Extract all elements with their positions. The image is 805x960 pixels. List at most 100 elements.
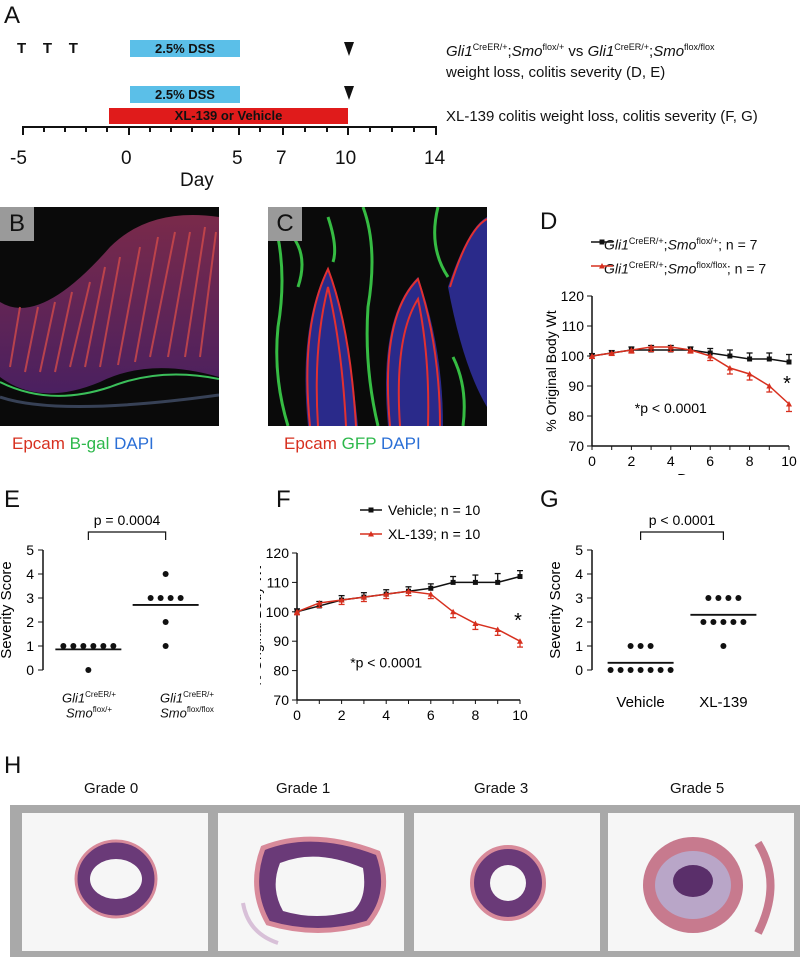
data-point bbox=[405, 588, 412, 594]
legend-d-0: Gli1CreER/+;Smoflox/+; n = 7 bbox=[604, 236, 757, 253]
data-point bbox=[667, 344, 674, 350]
data-point bbox=[637, 667, 644, 673]
chart-g: 0 1 2 3 4 5 Severity Score p < 0.0001 Vehicle XL-… bbox=[547, 512, 757, 711]
legend-gene: Gli1 bbox=[604, 236, 629, 253]
data-point bbox=[608, 350, 615, 356]
y-tick-label: 2 bbox=[575, 614, 583, 630]
colon-section-grade-0 bbox=[74, 839, 158, 919]
data-point bbox=[740, 619, 747, 625]
panel-label-e: E bbox=[4, 486, 21, 513]
y-tick-label: 110 bbox=[267, 574, 290, 590]
gene-name: Gli1 bbox=[446, 43, 473, 60]
x-tick-label: 8 bbox=[472, 707, 480, 720]
legend-marker bbox=[368, 531, 374, 537]
timeline-axis bbox=[22, 126, 436, 128]
data-point bbox=[517, 638, 523, 644]
data-point bbox=[657, 667, 664, 673]
chart-f: 7080901001101200246810Day% Original Body… bbox=[260, 502, 528, 720]
legend-marker bbox=[368, 507, 374, 513]
data-point bbox=[730, 619, 737, 625]
tick-label: 7 bbox=[276, 148, 287, 169]
panel-label-a: A bbox=[4, 2, 21, 29]
y-tick-label: 70 bbox=[568, 438, 584, 454]
legend-d-1: Gli1CreER/+;Smoflox/flox; n = 7 bbox=[604, 260, 766, 277]
data-point bbox=[720, 619, 727, 625]
separator: ; bbox=[649, 43, 654, 60]
data-point bbox=[383, 591, 390, 597]
tick bbox=[413, 126, 415, 132]
legend-label: XL-139; n = 10 bbox=[388, 526, 480, 542]
data-point bbox=[786, 359, 792, 365]
y-tick-label: 110 bbox=[562, 318, 585, 334]
gene-name: Smo bbox=[511, 43, 543, 60]
data-point bbox=[687, 347, 694, 353]
data-point bbox=[627, 643, 634, 649]
genotype-comparison: Gli1CreER/+;Smoflox/+ vs Gli1CreER/+;Smo… bbox=[446, 42, 715, 60]
y-tick-label: 5 bbox=[575, 542, 583, 558]
data-point bbox=[637, 643, 644, 649]
microscopy-image-b: B bbox=[0, 207, 219, 426]
data-point bbox=[725, 595, 732, 601]
tick-label: 5 bbox=[232, 148, 243, 169]
tick bbox=[435, 126, 437, 135]
arrowhead-icon bbox=[344, 42, 354, 56]
stain-gfp: GFP bbox=[341, 434, 377, 453]
grade-label-1: Grade 1 bbox=[276, 780, 331, 797]
data-point bbox=[450, 608, 457, 615]
data-point bbox=[147, 595, 154, 601]
data-point bbox=[162, 571, 169, 577]
tick bbox=[347, 126, 349, 135]
t-mark: T bbox=[68, 40, 78, 57]
grade-label-0: Grade 0 bbox=[84, 780, 139, 797]
cat-sup: CreER/+ bbox=[183, 690, 215, 699]
t-mark: T bbox=[42, 40, 53, 57]
data-point bbox=[517, 574, 523, 580]
tick bbox=[391, 126, 393, 132]
chart-e: 0 1 2 3 4 5 Severity Score p = 0.0004 bbox=[0, 512, 199, 678]
stain-dapi: DAPI bbox=[381, 434, 421, 453]
y-tick-label: 120 bbox=[561, 288, 585, 304]
legend-gene: Gli1 bbox=[604, 260, 629, 277]
significance-bracket bbox=[640, 531, 724, 540]
data-point bbox=[162, 643, 169, 649]
xl139-bar: XL-139 or Vehicle bbox=[109, 108, 348, 124]
cat-sup: flox/+ bbox=[92, 705, 113, 715]
x-tick-label: 8 bbox=[746, 453, 754, 469]
allele-sup: CreER/+ bbox=[614, 42, 650, 52]
stain-legend-b: Epcam B-gal DAPI bbox=[12, 434, 154, 454]
legend-sup: flox/+ bbox=[696, 236, 719, 246]
significance-star: * bbox=[783, 373, 791, 395]
tick bbox=[369, 126, 371, 132]
panel-label-g: G bbox=[540, 486, 559, 513]
y-axis-label: % Original Body Wt bbox=[260, 566, 264, 687]
data-point bbox=[705, 595, 712, 601]
data-point bbox=[495, 579, 501, 585]
tick-label: 14 bbox=[424, 148, 446, 169]
data-point bbox=[647, 667, 654, 673]
x-tick-label: 0 bbox=[293, 707, 301, 720]
tick bbox=[106, 126, 108, 132]
cat-gene: Smo bbox=[160, 705, 187, 721]
data-point bbox=[427, 591, 434, 597]
data-point bbox=[648, 344, 655, 350]
allele-sup: CreER/+ bbox=[472, 42, 508, 52]
data-point bbox=[766, 383, 773, 389]
legend-marker bbox=[599, 239, 605, 245]
data-point bbox=[726, 365, 733, 371]
cat-sup: CreER/+ bbox=[85, 690, 117, 699]
colon-section-grade-1 bbox=[241, 836, 387, 945]
tick-label: 0 bbox=[121, 148, 132, 169]
panel-label-d: D bbox=[540, 208, 558, 235]
data-point bbox=[715, 595, 722, 601]
significance-annotation: p = 0.0004 bbox=[94, 512, 161, 528]
data-point bbox=[707, 353, 714, 359]
tick bbox=[128, 126, 130, 135]
y-tick-label: 100 bbox=[561, 348, 585, 364]
x-tick-label: 10 bbox=[512, 707, 528, 720]
colon-gfp-stain bbox=[271, 207, 487, 426]
timeline-axis-label: Day bbox=[180, 170, 214, 191]
tick bbox=[43, 126, 45, 132]
cat-gene: Gli1 bbox=[160, 690, 184, 706]
data-point bbox=[70, 643, 77, 649]
y-axis-label: Severity Score bbox=[0, 561, 15, 659]
